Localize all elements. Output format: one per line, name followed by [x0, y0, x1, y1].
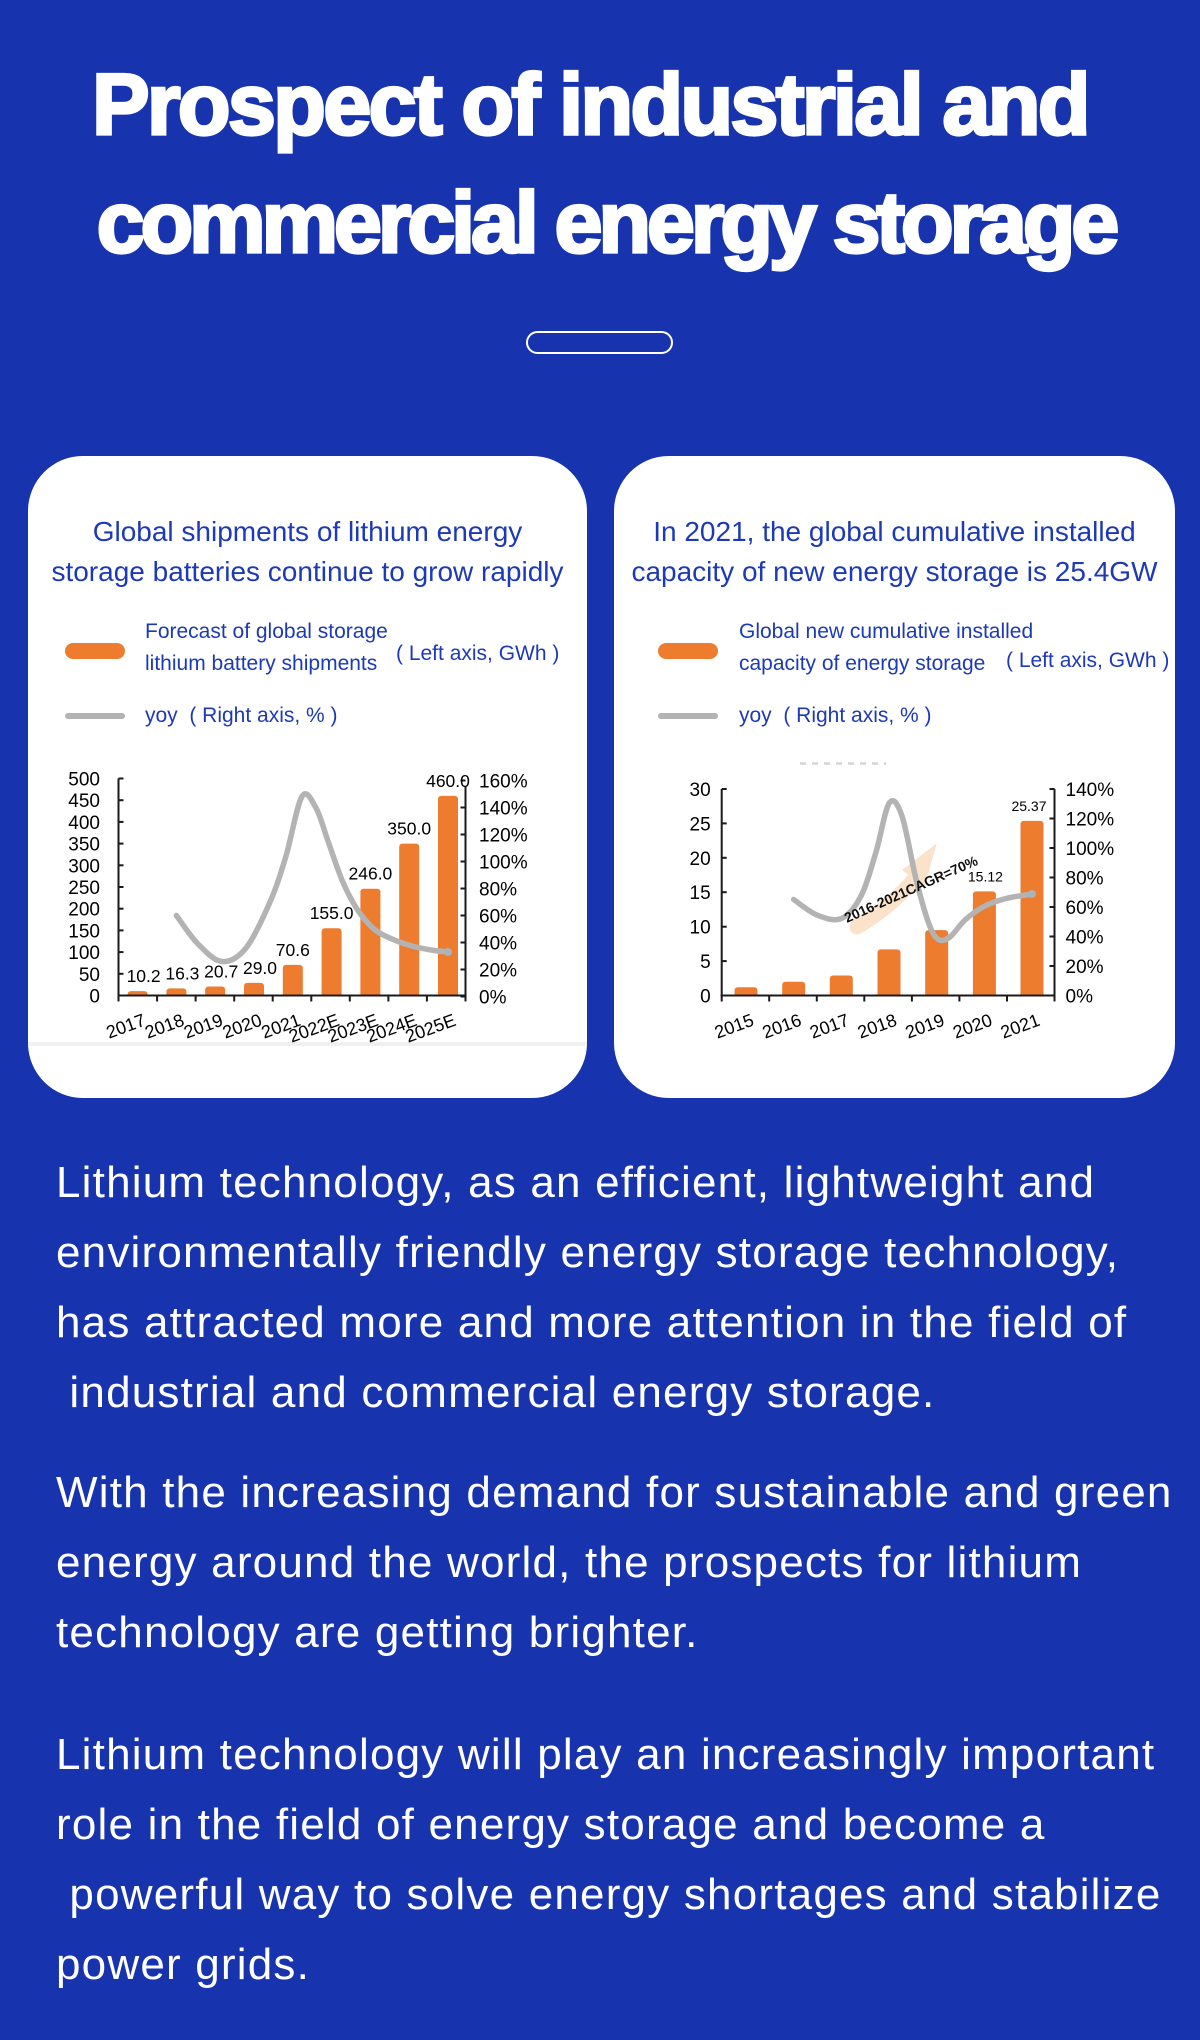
svg-text:140%: 140%: [1066, 780, 1115, 801]
svg-text:100%: 100%: [1066, 839, 1115, 860]
svg-text:50: 50: [79, 965, 100, 986]
svg-text:60%: 60%: [479, 907, 517, 928]
svg-text:2015: 2015: [712, 1010, 756, 1042]
svg-text:500: 500: [68, 770, 100, 791]
svg-text:350.0: 350.0: [387, 819, 431, 839]
svg-text:2020: 2020: [950, 1010, 994, 1042]
svg-text:30: 30: [690, 780, 711, 801]
svg-text:15: 15: [690, 883, 711, 904]
svg-text:0%: 0%: [479, 988, 507, 1009]
svg-text:80%: 80%: [1066, 869, 1104, 890]
svg-text:460.0: 460.0: [426, 771, 470, 791]
svg-text:2019: 2019: [903, 1010, 947, 1042]
svg-text:350: 350: [68, 835, 100, 856]
svg-text:160%: 160%: [479, 772, 528, 793]
svg-text:0%: 0%: [1066, 987, 1094, 1008]
svg-text:100%: 100%: [479, 853, 528, 874]
svg-text:120%: 120%: [479, 826, 528, 847]
svg-text:0: 0: [700, 987, 711, 1008]
svg-text:200: 200: [68, 900, 100, 921]
svg-text:60%: 60%: [1066, 898, 1104, 919]
svg-text:2016: 2016: [760, 1010, 804, 1042]
svg-text:100: 100: [68, 943, 100, 964]
svg-text:25: 25: [690, 814, 711, 835]
svg-text:120%: 120%: [1066, 810, 1115, 831]
svg-text:40%: 40%: [1066, 928, 1104, 949]
svg-text:20.7: 20.7: [204, 962, 238, 982]
svg-text:246.0: 246.0: [349, 864, 393, 884]
svg-text:2018: 2018: [855, 1010, 899, 1042]
svg-text:20%: 20%: [479, 961, 517, 982]
svg-text:70.6: 70.6: [276, 940, 310, 960]
svg-text:0: 0: [89, 987, 100, 1008]
svg-text:29.0: 29.0: [243, 958, 277, 978]
svg-text:10: 10: [690, 918, 711, 939]
svg-text:20: 20: [690, 849, 711, 870]
svg-text:155.0: 155.0: [310, 903, 354, 923]
svg-text:15.12: 15.12: [968, 868, 1003, 884]
svg-text:2018: 2018: [142, 1010, 186, 1042]
svg-text:16.3: 16.3: [165, 963, 199, 983]
svg-text:2017: 2017: [807, 1010, 851, 1042]
svg-text:80%: 80%: [479, 880, 517, 901]
svg-text:25.37: 25.37: [1011, 798, 1046, 814]
svg-text:250: 250: [68, 878, 100, 899]
svg-text:5: 5: [700, 952, 711, 973]
svg-text:2021: 2021: [998, 1010, 1042, 1042]
svg-text:2020: 2020: [220, 1010, 264, 1042]
svg-text:20%: 20%: [1066, 957, 1104, 978]
svg-text:450: 450: [68, 791, 100, 812]
svg-text:40%: 40%: [479, 934, 517, 955]
svg-text:140%: 140%: [479, 799, 528, 820]
svg-text:150: 150: [68, 921, 100, 942]
svg-text:400: 400: [68, 813, 100, 834]
svg-text:300: 300: [68, 856, 100, 877]
svg-text:2017: 2017: [103, 1010, 147, 1042]
svg-text:10.2: 10.2: [127, 966, 161, 986]
svg-text:2019: 2019: [181, 1010, 225, 1042]
